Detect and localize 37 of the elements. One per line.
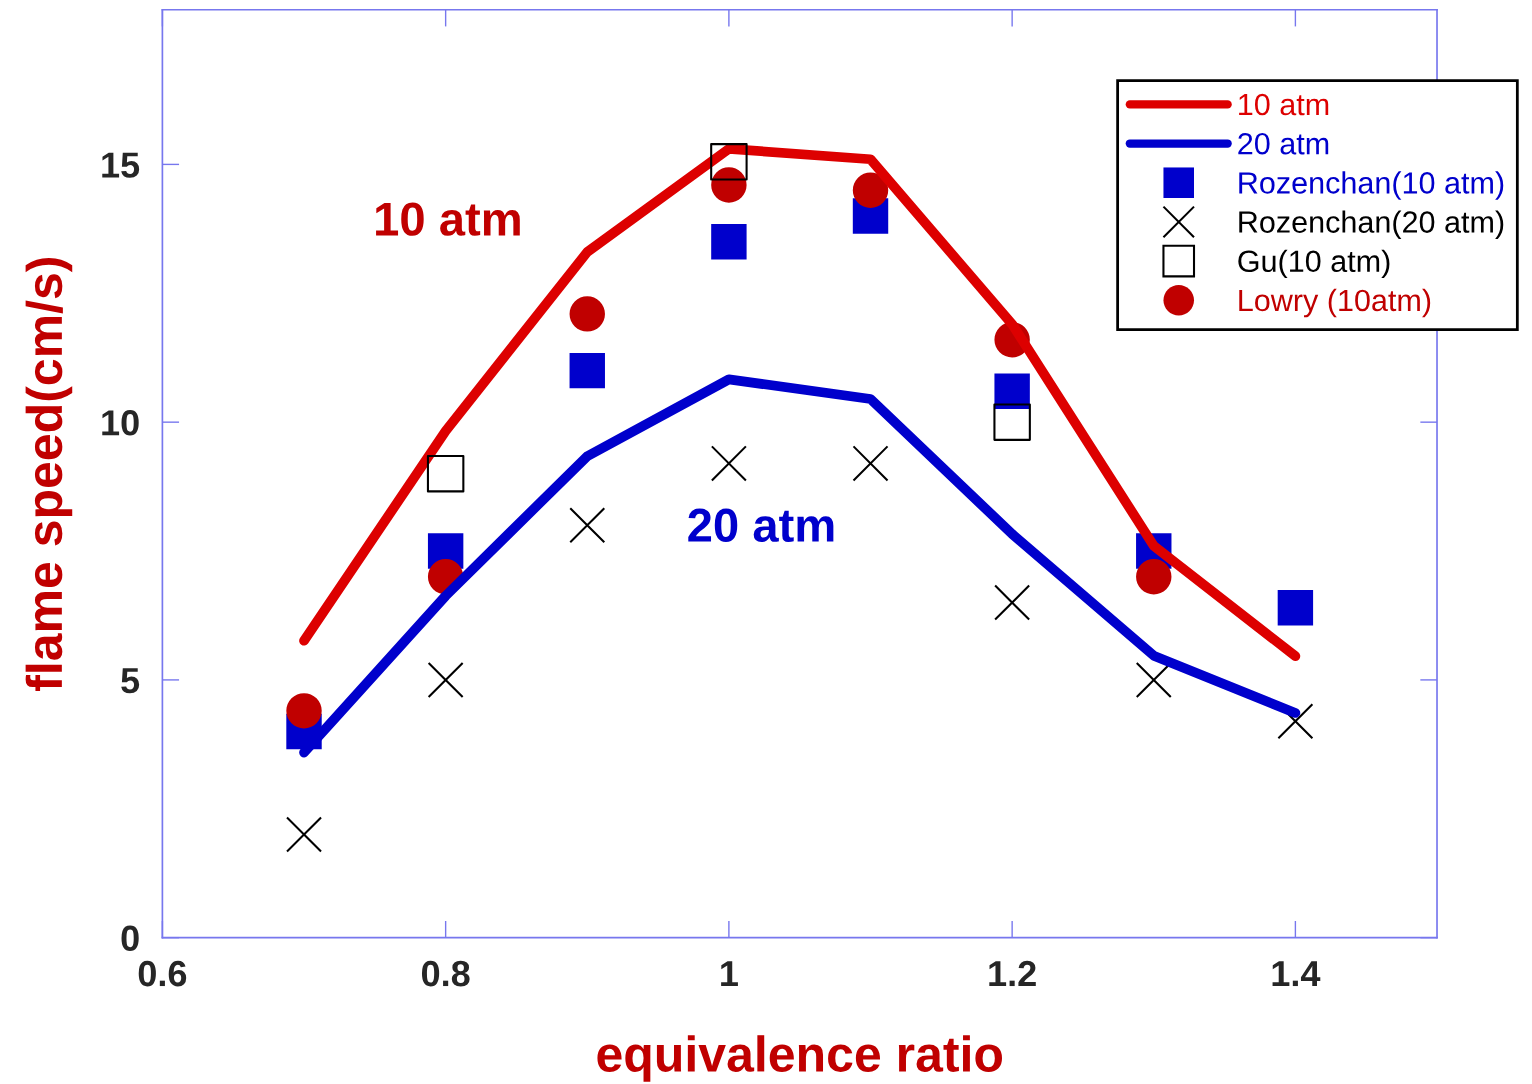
point [1136, 559, 1172, 595]
legend-label: 20 atm [1238, 132, 1329, 155]
point [569, 507, 606, 544]
point [710, 143, 748, 181]
point [286, 693, 322, 729]
point [711, 224, 747, 260]
point [427, 661, 464, 698]
point [285, 816, 323, 853]
point [710, 445, 747, 482]
x-tick-label: 1 [721, 961, 738, 987]
annotation: 10 atm [376, 202, 520, 236]
point [852, 445, 889, 482]
y-tick-label: 15 [102, 152, 140, 178]
point [852, 172, 889, 208]
x-tick-label: 0.6 [138, 960, 187, 987]
y-tick-label: 5 [121, 668, 140, 694]
x-tick-label: 0.8 [421, 960, 470, 987]
y-tick-label: 0 [121, 925, 139, 952]
legend-label: Gu(10 atm) [1238, 249, 1390, 279]
y-tick-label: 10 [102, 410, 139, 436]
point [994, 584, 1031, 621]
x-tick-label: 1.2 [989, 960, 1036, 987]
point [569, 352, 605, 389]
point [569, 296, 605, 332]
point [1135, 661, 1172, 698]
point [426, 454, 465, 493]
x-tick-label: 1.4 [1272, 961, 1321, 987]
x-axis-title: equivalence ratio [597, 1035, 1003, 1082]
legend-label: Lowry (10atm) [1239, 288, 1431, 318]
legend-label: Rozenchan(10 atm) [1239, 171, 1504, 200]
annotation: 20 atm [688, 508, 834, 543]
point [1277, 590, 1314, 626]
point [993, 403, 1031, 441]
point [994, 373, 1030, 409]
legend-label: Rozenchan(20 atm) [1239, 210, 1504, 239]
legend-label: 10 atm [1239, 93, 1329, 116]
y-axis-title: flame speed(cm/s) [25, 258, 73, 691]
